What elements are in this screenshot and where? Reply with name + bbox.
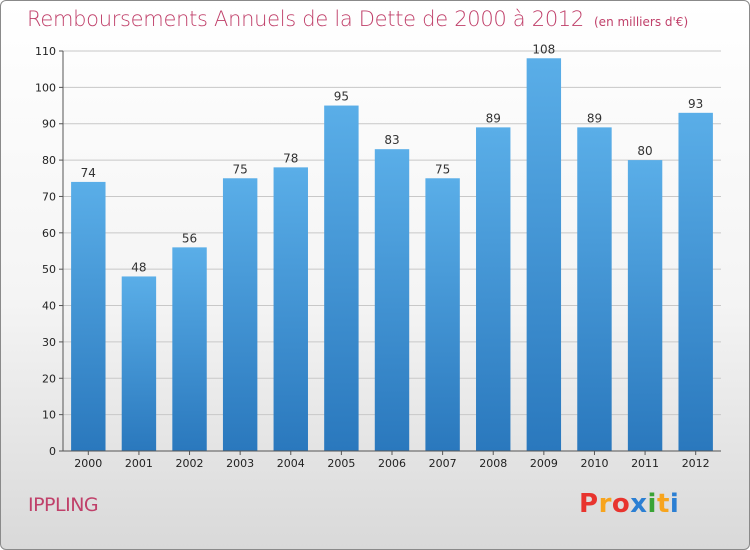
logo-letter: o [611, 489, 631, 519]
axes: 0 10 20 30 40 50 60 70 80 90 100 110 2000 2001 2002 200… [35, 45, 721, 470]
bar-2011 [627, 160, 663, 451]
bar-2004 [273, 167, 308, 451]
bar-2001 [121, 276, 157, 451]
data-label: 56 [182, 231, 197, 245]
x-tick-label: 2010 [580, 457, 608, 470]
y-tick-label: 50 [42, 263, 56, 276]
logo-letter: i [669, 489, 680, 519]
bar-2002 [172, 247, 207, 451]
x-tick-label: 2003 [226, 457, 254, 470]
y-tick-label: 0 [49, 445, 56, 458]
data-label: 75 [233, 162, 248, 176]
commune-name: IPPLING [28, 494, 99, 516]
y-tick-label: 20 [42, 372, 56, 385]
bar-2005 [324, 105, 359, 451]
x-tick-label: 2009 [530, 457, 558, 470]
data-label: 78 [283, 151, 298, 165]
y-tick-label: 100 [35, 81, 56, 94]
x-tick-label: 2001 [125, 457, 153, 470]
bar-2003 [222, 178, 258, 452]
bar-2009 [526, 58, 562, 451]
chart-title: Remboursements Annuels de la Dette de 20… [27, 7, 584, 31]
proxiti-logo: Proxiti [579, 489, 679, 519]
chart-unit: (en milliers d'€) [594, 15, 689, 29]
bars: 74 48 56 75 78 95 83 75 89 108 89 80 93 [71, 42, 713, 452]
x-tick-label: 2008 [479, 457, 507, 470]
y-tick-label: 70 [42, 190, 56, 203]
data-label: 93 [688, 97, 703, 111]
y-tick-label: 30 [42, 336, 56, 349]
bar-2000 [71, 181, 106, 451]
y-tick-label: 110 [35, 45, 56, 58]
bar-2010 [577, 127, 612, 451]
x-tick-label: 2007 [429, 457, 457, 470]
x-tick-label: 2011 [631, 457, 659, 470]
data-label: 74 [81, 166, 96, 180]
data-label: 89 [486, 111, 501, 125]
y-tick-label: 80 [42, 154, 56, 167]
logo-letter: P [579, 489, 599, 519]
data-label: 48 [131, 260, 146, 274]
x-tick-label: 2002 [176, 457, 204, 470]
data-label: 108 [532, 42, 555, 56]
logo-letter: t [656, 489, 670, 519]
chart-title-block: Remboursements Annuels de la Dette de 20… [27, 7, 688, 31]
x-tick-label: 2005 [327, 457, 355, 470]
data-label: 83 [384, 133, 399, 147]
x-tick-label: 2006 [378, 457, 406, 470]
y-tick-label: 10 [42, 409, 56, 422]
logo-letter: x [630, 489, 648, 519]
data-label: 75 [435, 162, 450, 176]
y-tick-label: 40 [42, 300, 56, 313]
logo-letter: i [647, 489, 657, 519]
bar-2012 [678, 112, 713, 452]
bar-2008 [476, 127, 511, 451]
x-tick-label: 2012 [682, 457, 710, 470]
x-tick-label: 2000 [74, 457, 102, 470]
data-label: 89 [587, 111, 602, 125]
x-tick-label: 2004 [277, 457, 305, 470]
data-label: 95 [334, 90, 349, 104]
y-tick-label: 90 [42, 118, 56, 131]
data-label: 80 [637, 144, 652, 158]
bar-2007 [425, 178, 460, 452]
logo-letter: r [598, 489, 612, 519]
bar-2006 [374, 149, 410, 451]
y-tick-label: 60 [42, 227, 56, 240]
